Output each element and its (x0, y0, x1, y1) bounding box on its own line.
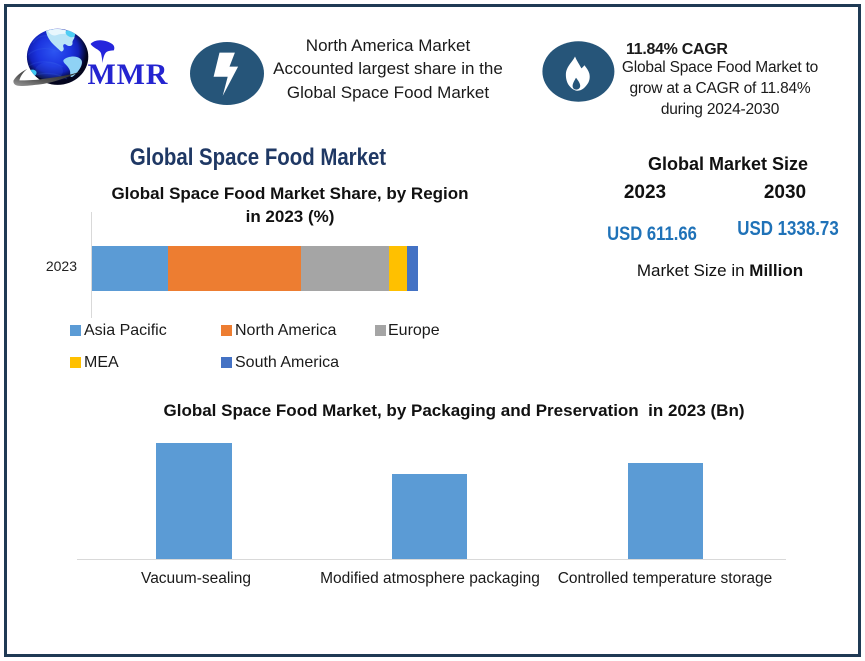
svg-text:MMR: MMR (88, 58, 169, 91)
